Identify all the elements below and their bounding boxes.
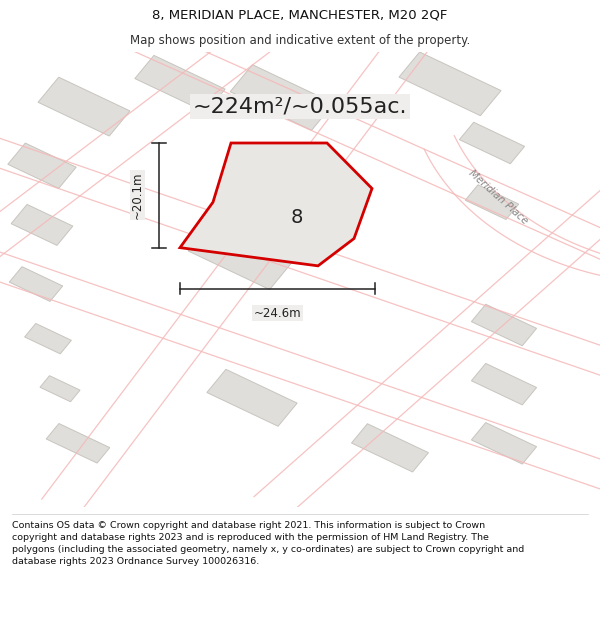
Text: 8: 8 xyxy=(291,208,303,227)
Polygon shape xyxy=(460,122,524,164)
Polygon shape xyxy=(38,77,130,136)
Polygon shape xyxy=(472,422,536,464)
Text: Meridian Place: Meridian Place xyxy=(466,169,530,227)
Polygon shape xyxy=(135,56,225,112)
Text: ~20.1m: ~20.1m xyxy=(131,172,144,219)
Polygon shape xyxy=(9,267,63,301)
Polygon shape xyxy=(207,369,297,426)
Polygon shape xyxy=(472,363,536,405)
Polygon shape xyxy=(465,185,519,219)
Polygon shape xyxy=(230,65,334,130)
Polygon shape xyxy=(352,424,428,472)
Polygon shape xyxy=(472,304,536,346)
Polygon shape xyxy=(8,143,76,188)
Polygon shape xyxy=(46,424,110,463)
Text: 8, MERIDIAN PLACE, MANCHESTER, M20 2QF: 8, MERIDIAN PLACE, MANCHESTER, M20 2QF xyxy=(152,8,448,21)
Text: Map shows position and indicative extent of the property.: Map shows position and indicative extent… xyxy=(130,34,470,47)
Polygon shape xyxy=(188,224,292,289)
Polygon shape xyxy=(11,204,73,246)
Text: Contains OS data © Crown copyright and database right 2021. This information is : Contains OS data © Crown copyright and d… xyxy=(12,521,524,566)
Text: ~24.6m: ~24.6m xyxy=(254,307,301,320)
Polygon shape xyxy=(180,143,372,266)
Polygon shape xyxy=(399,52,501,116)
Polygon shape xyxy=(25,324,71,354)
Text: ~224m²/~0.055ac.: ~224m²/~0.055ac. xyxy=(193,97,407,117)
Polygon shape xyxy=(40,376,80,402)
